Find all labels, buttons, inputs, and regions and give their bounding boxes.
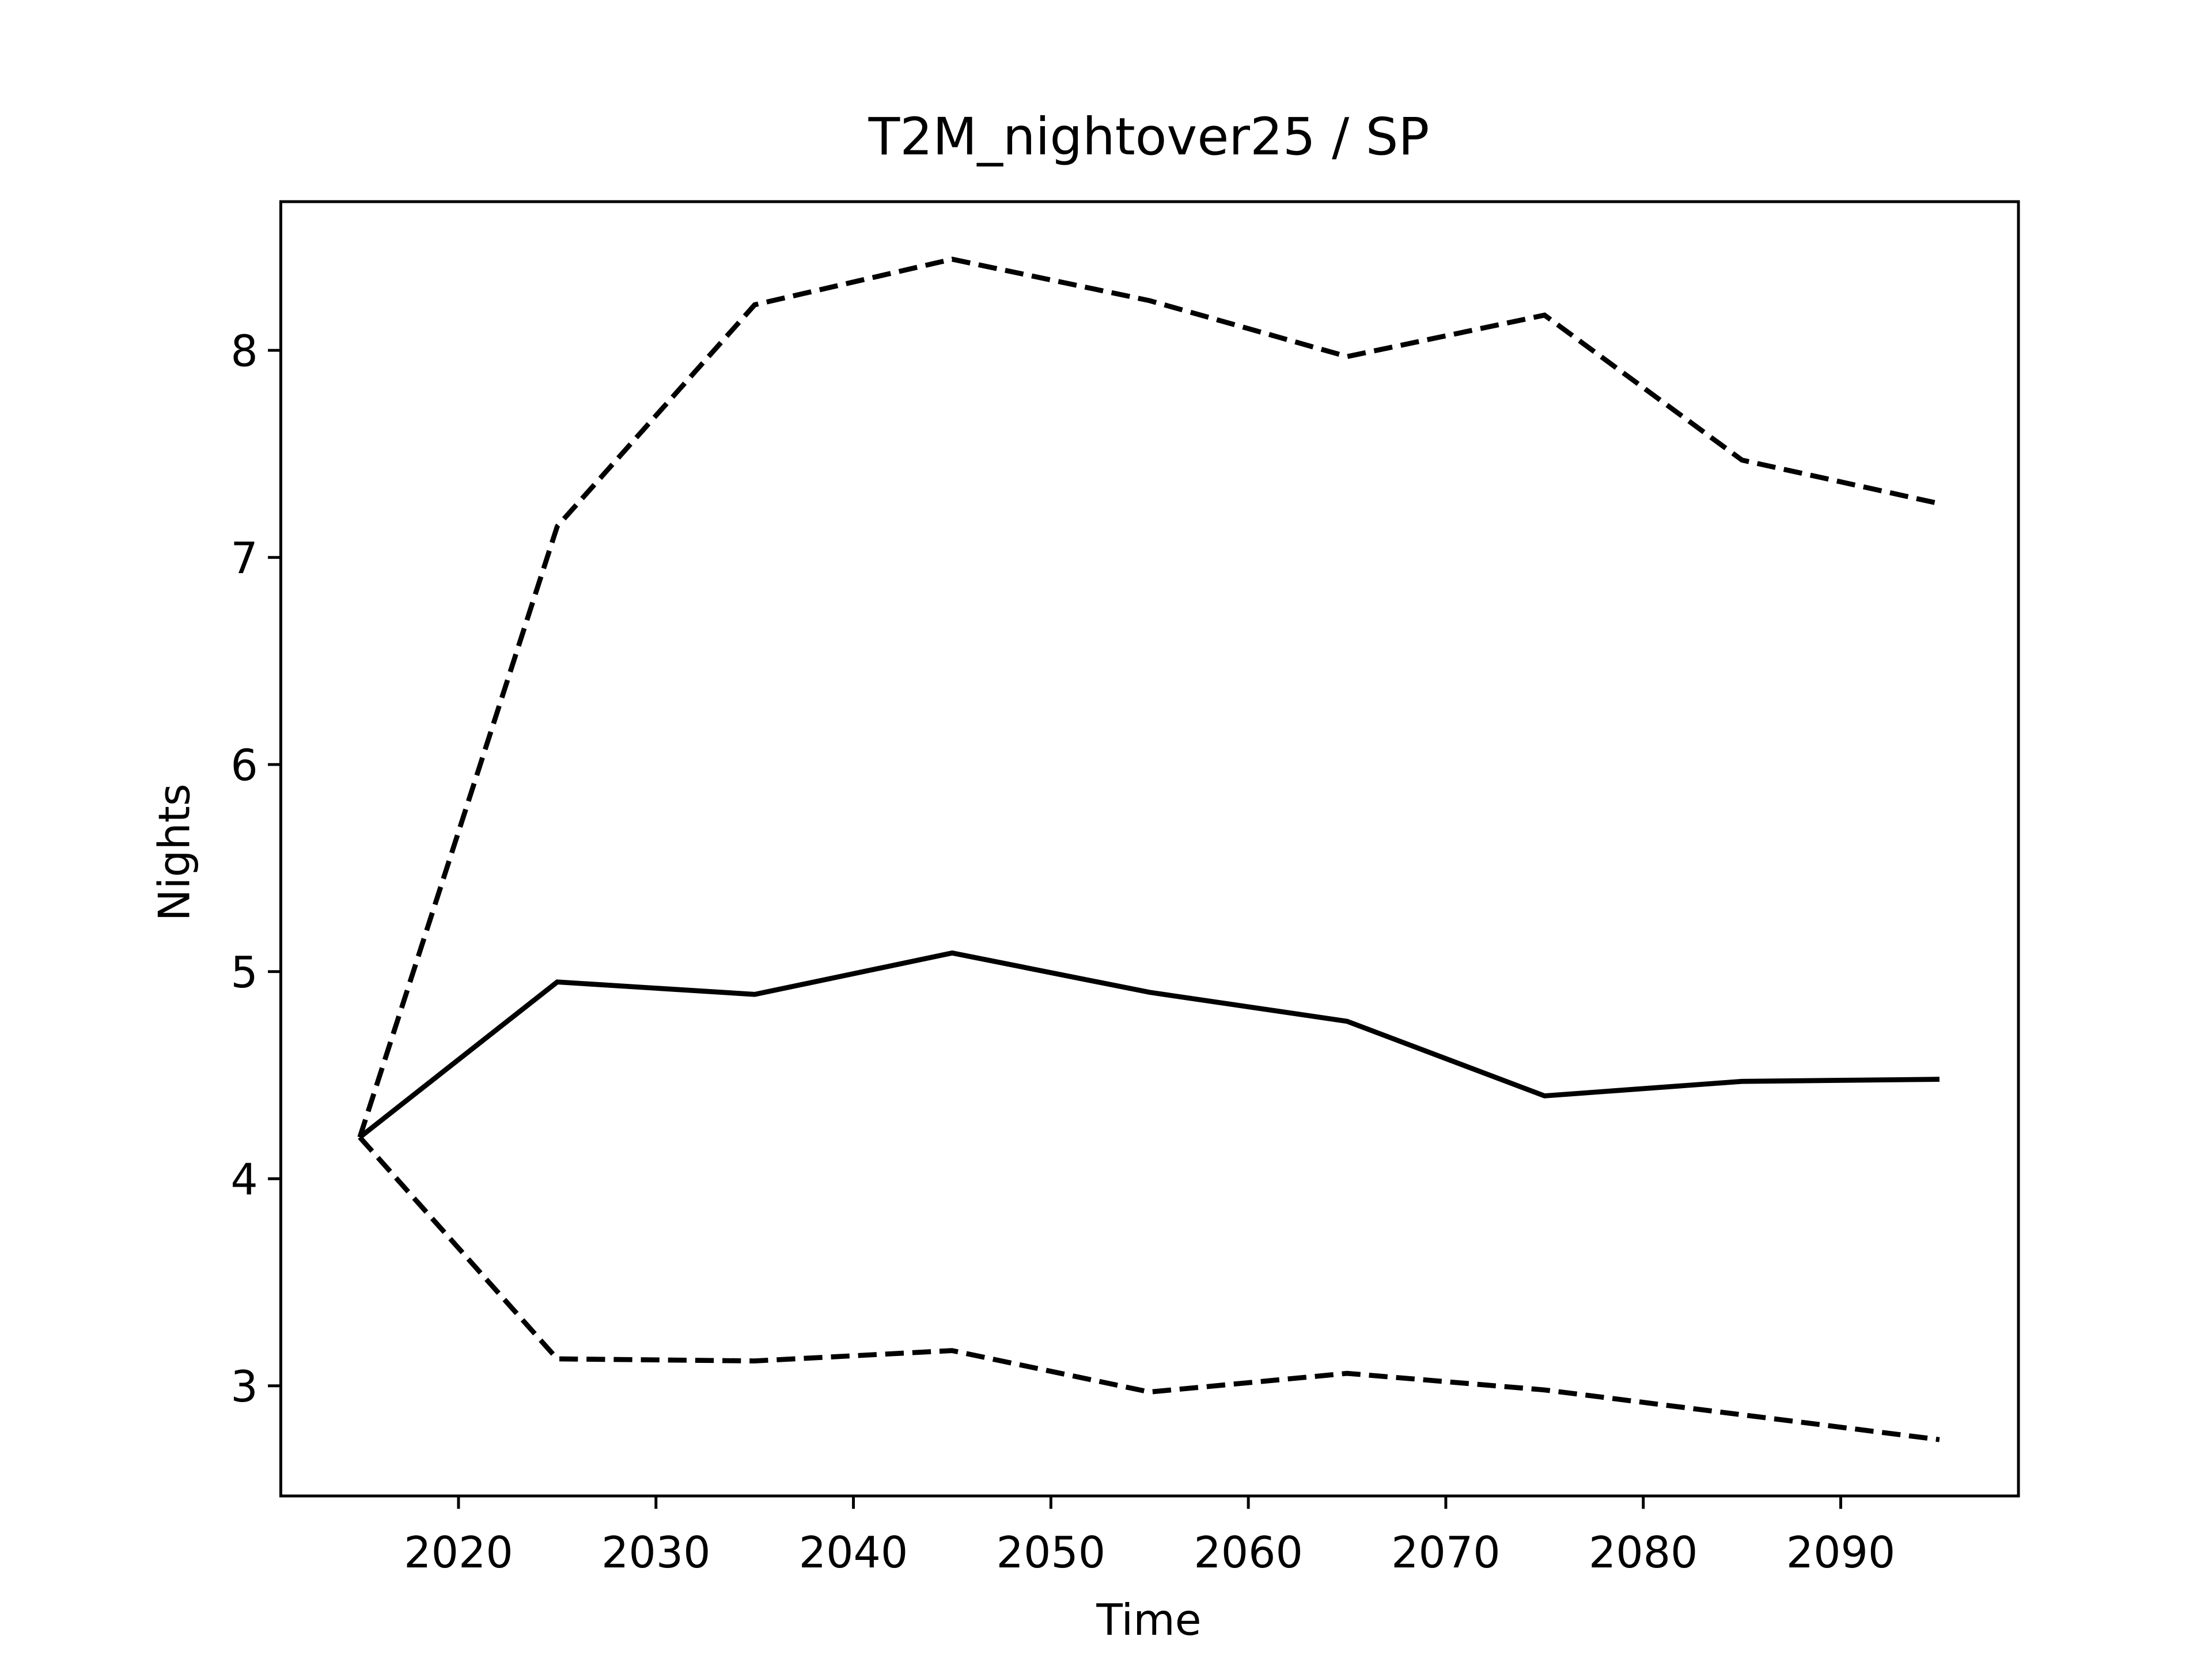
x-tick-label: 2030 — [601, 1528, 711, 1578]
x-tick-label: 2020 — [404, 1528, 513, 1578]
series-line — [357, 256, 1940, 1138]
series-line — [358, 950, 1940, 1139]
y-tick-label: 3 — [230, 1362, 257, 1412]
chart-title: T2M_nightover25 / SP — [868, 107, 1430, 167]
x-tick-label: 2080 — [1589, 1528, 1698, 1578]
y-tick-label: 4 — [230, 1155, 257, 1205]
x-tick-label: 2040 — [799, 1528, 908, 1578]
x-tick-label: 2050 — [997, 1528, 1106, 1578]
y-tick-label: 6 — [230, 741, 257, 791]
y-tick-label: 5 — [230, 948, 257, 998]
plot-frame — [279, 200, 2020, 1498]
x-tick-label: 2090 — [1786, 1528, 1896, 1578]
x-tick-label: 2060 — [1194, 1528, 1303, 1578]
y-axis-label: Nights — [150, 783, 200, 921]
y-tick-label: 7 — [230, 533, 257, 584]
series-line — [358, 1135, 1940, 1442]
y-tick-label: 8 — [230, 327, 257, 377]
x-axis-label: Time — [1096, 1595, 1201, 1645]
x-tick-label: 2070 — [1391, 1528, 1501, 1578]
